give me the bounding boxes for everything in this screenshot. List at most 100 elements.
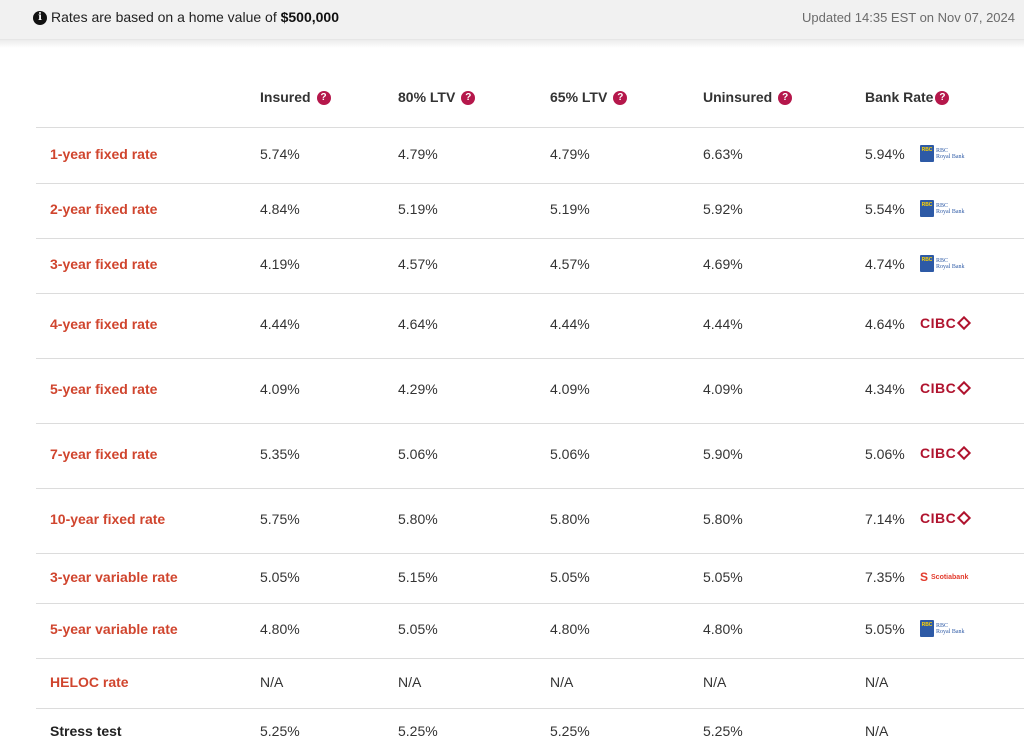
rate-value: N/A bbox=[865, 674, 889, 690]
rbc-logo: RBC RBC Royal Bank bbox=[920, 145, 965, 162]
rate-term-label[interactable]: 1-year fixed rate bbox=[50, 146, 158, 162]
rate-term-label[interactable]: HELOC rate bbox=[50, 674, 129, 690]
rate-value: 5.80% bbox=[703, 511, 743, 527]
rbc-wordmark-line: RBC bbox=[936, 622, 949, 629]
column-header: 65% LTV? bbox=[550, 89, 628, 105]
home-value-notice: Rates are based on a home value of $500,… bbox=[51, 9, 339, 25]
rbc-wordmark-line: RBC bbox=[936, 202, 949, 209]
rbc-shield-icon: RBC bbox=[920, 145, 934, 162]
rate-value: 7.14% bbox=[865, 511, 905, 527]
rate-value: 4.80% bbox=[703, 621, 743, 637]
column-header: 80% LTV? bbox=[398, 89, 476, 105]
rate-value: 5.05% bbox=[398, 621, 438, 637]
help-icon[interactable]: ? bbox=[613, 91, 628, 105]
notice-text: Rates are based on a home value of bbox=[51, 9, 281, 25]
column-header-label: Uninsured bbox=[703, 89, 773, 105]
rate-value: 4.44% bbox=[550, 316, 590, 332]
rate-value: 5.06% bbox=[550, 446, 590, 462]
rate-value: 4.79% bbox=[398, 146, 438, 162]
notice-bar-shadow bbox=[0, 40, 1024, 48]
rate-value: N/A bbox=[260, 674, 284, 690]
rate-value: 5.74% bbox=[260, 146, 300, 162]
rbc-wordmark: RBC Royal Bank bbox=[936, 148, 965, 160]
rate-value: 4.84% bbox=[260, 201, 300, 217]
rate-term-label[interactable]: 2-year fixed rate bbox=[50, 201, 158, 217]
column-header-label: Bank Rate bbox=[865, 89, 934, 105]
rate-value: 5.15% bbox=[398, 569, 438, 585]
rate-value: 4.09% bbox=[260, 381, 300, 397]
cibc-logo: CIBC bbox=[920, 445, 972, 461]
rate-value: 5.19% bbox=[550, 201, 590, 217]
rbc-wordmark-line: Royal Bank bbox=[936, 628, 965, 635]
cibc-wordmark: CIBC bbox=[920, 380, 957, 396]
rate-term-label[interactable]: 3-year variable rate bbox=[50, 569, 178, 585]
rate-value: N/A bbox=[703, 674, 727, 690]
row-divider bbox=[36, 553, 1024, 554]
rate-value: 4.19% bbox=[260, 256, 300, 272]
rate-value: 4.09% bbox=[703, 381, 743, 397]
rate-term-label[interactable]: 3-year fixed rate bbox=[50, 256, 158, 272]
rate-value: 5.05% bbox=[865, 621, 905, 637]
rbc-wordmark: RBC Royal Bank bbox=[936, 623, 965, 635]
column-header: Insured? bbox=[260, 89, 331, 105]
rate-term-label[interactable]: 10-year fixed rate bbox=[50, 511, 166, 527]
rbc-shield-icon: RBC bbox=[920, 200, 934, 217]
rbc-wordmark-line: RBC bbox=[936, 257, 949, 264]
row-divider bbox=[36, 238, 1024, 239]
rate-value: 4.44% bbox=[703, 316, 743, 332]
rate-value: 4.64% bbox=[398, 316, 438, 332]
rbc-shield-icon: RBC bbox=[920, 255, 934, 272]
help-icon[interactable]: ? bbox=[778, 91, 793, 105]
rate-term-label[interactable]: 7-year fixed rate bbox=[50, 446, 158, 462]
rate-value: 5.92% bbox=[703, 201, 743, 217]
rate-value: 5.35% bbox=[260, 446, 300, 462]
rate-value: 5.06% bbox=[398, 446, 438, 462]
row-divider bbox=[36, 603, 1024, 604]
rate-value: 6.63% bbox=[703, 146, 743, 162]
rate-value: 5.05% bbox=[703, 569, 743, 585]
cibc-wordmark: CIBC bbox=[920, 445, 957, 461]
row-divider bbox=[36, 708, 1024, 709]
rate-term-label[interactable]: 5-year fixed rate bbox=[50, 381, 158, 397]
rate-value: 4.74% bbox=[865, 256, 905, 272]
rate-term-label: Stress test bbox=[50, 723, 122, 738]
rbc-logo: RBC RBC Royal Bank bbox=[920, 255, 965, 272]
rate-value: 5.90% bbox=[703, 446, 743, 462]
rate-value: 5.94% bbox=[865, 146, 905, 162]
rate-value: 7.35% bbox=[865, 569, 905, 585]
rbc-logo: RBC RBC Royal Bank bbox=[920, 200, 965, 217]
column-header: Uninsured? bbox=[703, 89, 793, 105]
cibc-wordmark: CIBC bbox=[920, 315, 957, 331]
rate-term-label[interactable]: 5-year variable rate bbox=[50, 621, 178, 637]
rate-value: N/A bbox=[398, 674, 422, 690]
rate-value: 5.25% bbox=[550, 723, 590, 738]
rbc-wordmark-line: Royal Bank bbox=[936, 263, 965, 270]
help-icon[interactable]: ? bbox=[316, 91, 331, 105]
rbc-wordmark-line: RBC bbox=[936, 147, 949, 154]
row-divider bbox=[36, 127, 1024, 128]
rate-value: 4.29% bbox=[398, 381, 438, 397]
row-divider bbox=[36, 488, 1024, 489]
help-icon[interactable]: ? bbox=[935, 91, 950, 105]
rbc-wordmark-line: Royal Bank bbox=[936, 153, 965, 160]
rate-value: 4.34% bbox=[865, 381, 905, 397]
column-header-label: 65% LTV bbox=[550, 89, 608, 105]
cibc-logo: CIBC bbox=[920, 380, 972, 396]
row-divider bbox=[36, 293, 1024, 294]
rate-value: 4.79% bbox=[550, 146, 590, 162]
updated-timestamp: Updated 14:35 EST on Nov 07, 2024 bbox=[802, 10, 1015, 25]
rate-value: N/A bbox=[865, 723, 889, 738]
help-icon[interactable]: ? bbox=[461, 91, 476, 105]
rate-value: 4.80% bbox=[260, 621, 300, 637]
column-header: Bank Rate? bbox=[865, 89, 950, 105]
rbc-logo: RBC RBC Royal Bank bbox=[920, 620, 965, 637]
rate-term-label[interactable]: 4-year fixed rate bbox=[50, 316, 158, 332]
rate-value: 5.80% bbox=[550, 511, 590, 527]
cibc-logo: CIBC bbox=[920, 315, 972, 331]
rate-value: 4.80% bbox=[550, 621, 590, 637]
rate-value: 5.80% bbox=[398, 511, 438, 527]
column-header-label: 80% LTV bbox=[398, 89, 456, 105]
column-header-label: Insured bbox=[260, 89, 311, 105]
row-divider bbox=[36, 183, 1024, 184]
scotia-wordmark: Scotiabank bbox=[931, 573, 969, 581]
